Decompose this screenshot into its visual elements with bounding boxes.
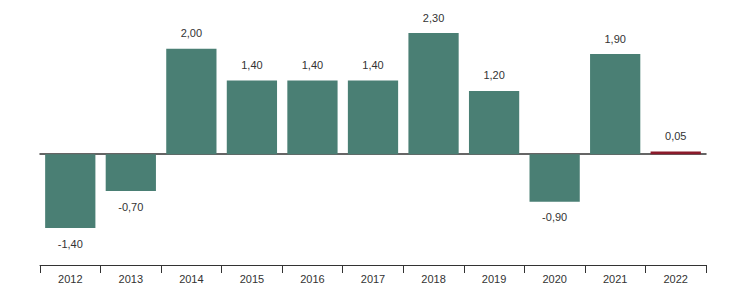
- svg-text:1,20: 1,20: [483, 69, 504, 81]
- svg-text:2019: 2019: [482, 273, 506, 285]
- svg-text:-0,90: -0,90: [542, 211, 567, 223]
- svg-text:-0,70: -0,70: [118, 201, 143, 213]
- svg-text:2013: 2013: [119, 273, 143, 285]
- svg-text:0,05: 0,05: [665, 130, 686, 142]
- svg-text:2017: 2017: [361, 273, 385, 285]
- svg-text:1,40: 1,40: [241, 59, 262, 71]
- svg-text:1,90: 1,90: [604, 33, 625, 45]
- svg-text:2022: 2022: [663, 273, 687, 285]
- svg-text:2021: 2021: [603, 273, 627, 285]
- svg-text:2,00: 2,00: [181, 27, 202, 39]
- svg-text:2016: 2016: [300, 273, 324, 285]
- svg-text:1,40: 1,40: [302, 59, 323, 71]
- svg-text:2,30: 2,30: [423, 12, 444, 24]
- svg-text:2015: 2015: [240, 273, 264, 285]
- svg-text:2014: 2014: [179, 273, 203, 285]
- svg-text:1,40: 1,40: [362, 59, 383, 71]
- svg-text:-1,40: -1,40: [58, 238, 83, 250]
- svg-text:2018: 2018: [421, 273, 445, 285]
- svg-text:2012: 2012: [58, 273, 82, 285]
- svg-text:2020: 2020: [542, 273, 566, 285]
